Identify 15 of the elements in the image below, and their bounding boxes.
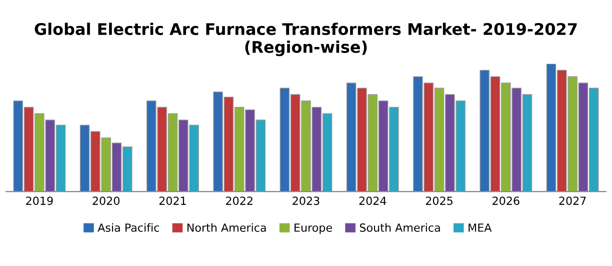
x-tick-label: 2025 [426, 196, 452, 205]
x-tick-label: 2020 [92, 196, 120, 205]
x-tick-label: 2026 [492, 196, 520, 205]
chart-title: Global Electric Arc Furnace Transformers Market- 2019-2027 (Region-wise) [34, 22, 577, 56]
legend-label: MEA [468, 224, 492, 232]
x-tick-label: 2019 [26, 196, 53, 205]
x-tick-label: 2027 [559, 196, 586, 205]
legend-label: South America [360, 223, 440, 232]
legend-label: Asia Pacific [98, 223, 160, 232]
x-tick-label: 2023 [292, 196, 320, 205]
legend-label: North America [187, 223, 266, 232]
x-tick-label: 2021 [159, 196, 186, 205]
x-tick-label: 2022 [226, 196, 252, 205]
x-tick-label: 2024 [359, 196, 386, 205]
legend-label: Europe [294, 224, 332, 234]
